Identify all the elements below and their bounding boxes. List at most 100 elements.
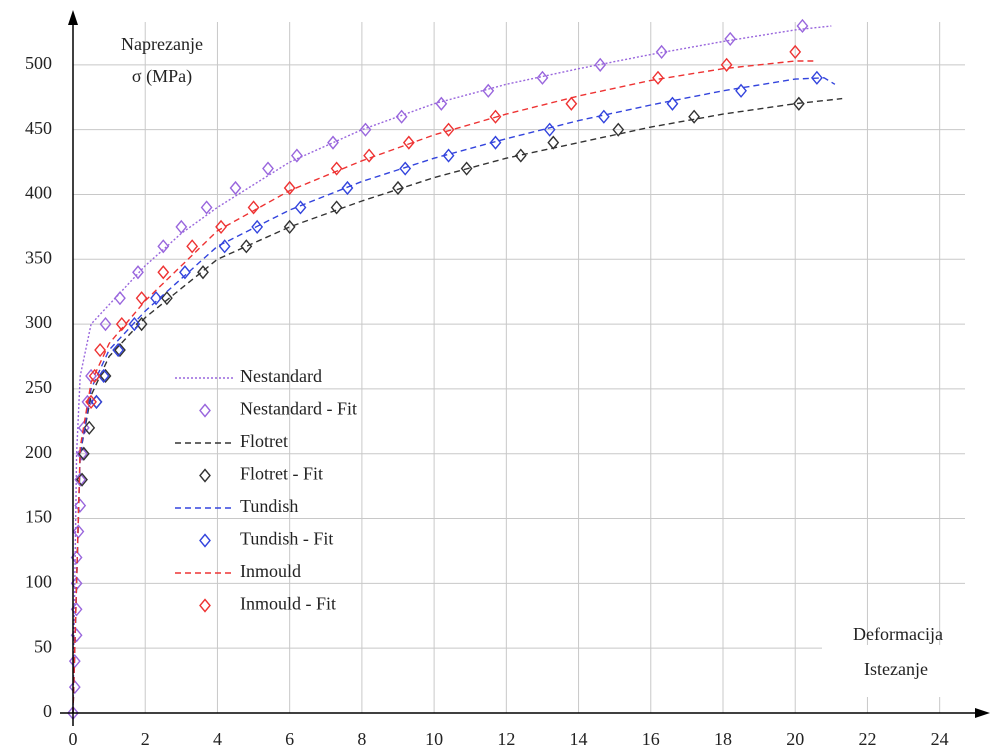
x-tick-label: 8 [357, 729, 366, 749]
marker [199, 598, 211, 613]
marker [199, 533, 211, 548]
x-tick-label: 20 [786, 729, 804, 749]
marker [175, 219, 188, 234]
marker [74, 498, 87, 513]
y-axis-label: Naprezanje [121, 34, 203, 54]
marker [666, 96, 679, 111]
marker [114, 291, 126, 306]
marker [442, 148, 455, 163]
marker [460, 161, 473, 176]
legend-label: Nestandard [240, 366, 322, 386]
marker [789, 44, 802, 59]
marker [132, 265, 144, 280]
y-axis-arrow [68, 10, 78, 25]
marker [565, 96, 578, 111]
legend-label: Flotret [240, 431, 288, 451]
marker [179, 265, 191, 280]
x-tick-label: 2 [141, 729, 150, 749]
line [72, 60, 814, 714]
x-axis-arrow [975, 708, 990, 718]
y-tick-label: 400 [25, 183, 52, 203]
marker [720, 57, 733, 72]
marker [796, 18, 809, 34]
x-axis-label-overlay: Istezanje [864, 659, 928, 679]
x-tick-label: 24 [931, 729, 949, 749]
marker [199, 468, 211, 483]
plot-area [67, 18, 843, 721]
marker [810, 70, 823, 85]
legend: Nestandard Nestandard - Fit Flotret Flotret… [175, 366, 357, 614]
marker [482, 83, 495, 98]
legend-label: Tundish [240, 496, 298, 516]
x-tick-label: 14 [570, 729, 588, 749]
marker [594, 57, 607, 72]
marker [186, 239, 199, 254]
marker [489, 135, 502, 150]
marker [435, 96, 448, 111]
marker [85, 394, 97, 409]
y-tick-label: 350 [25, 247, 52, 267]
x-label-box [822, 645, 972, 697]
legend-label: Inmould - Fit [240, 594, 336, 614]
marker [218, 239, 231, 254]
marker [114, 342, 126, 358]
marker [792, 96, 805, 111]
legend-label: Flotret - Fit [240, 464, 323, 484]
marker [330, 161, 343, 176]
marker [688, 109, 701, 124]
marker [83, 420, 96, 435]
marker [290, 148, 303, 163]
marker [442, 122, 455, 137]
marker [240, 239, 253, 254]
marker [197, 265, 209, 280]
y-tick-label: 450 [25, 118, 52, 138]
y-tick-label: 50 [34, 636, 52, 656]
axes [60, 10, 990, 726]
x-tick-label: 12 [497, 729, 515, 749]
marker [128, 317, 141, 332]
marker [341, 180, 354, 196]
x-axis-label: Deformacija [853, 624, 943, 644]
x-tick-label: 16 [642, 729, 660, 749]
marker [399, 161, 412, 176]
y-tick-label: 100 [25, 571, 52, 591]
x-tick-label: 4 [213, 729, 222, 749]
marker [327, 135, 339, 150]
x-tick-label: 10 [425, 729, 443, 749]
marker [489, 109, 502, 124]
marker [359, 122, 372, 137]
marker [135, 291, 148, 306]
y-axis-unit: σ (MPa) [132, 66, 192, 87]
marker [112, 342, 125, 358]
marker [90, 394, 103, 409]
x-tick-label: 18 [714, 729, 732, 749]
marker [395, 109, 408, 124]
marker [74, 472, 87, 487]
marker [735, 83, 747, 98]
legend-label: Inmould [240, 561, 301, 581]
y-tick-label: 200 [25, 442, 52, 462]
marker [115, 317, 128, 332]
legend-label: Tundish - Fit [240, 529, 333, 549]
marker [215, 219, 227, 234]
marker [251, 219, 264, 234]
y-tick-label: 150 [25, 507, 52, 527]
marker [88, 368, 101, 384]
marker [76, 446, 88, 461]
marker [283, 180, 296, 196]
marker [612, 122, 625, 137]
marker [247, 200, 260, 215]
marker [199, 403, 211, 418]
marker [160, 291, 173, 306]
x-tick-label: 0 [69, 729, 78, 749]
marker [536, 70, 549, 85]
marker [392, 180, 404, 196]
marker [99, 317, 112, 332]
marker [652, 70, 664, 85]
marker [150, 291, 162, 306]
x-tick-label: 22 [858, 729, 876, 749]
marker [724, 31, 737, 47]
marker [543, 122, 556, 137]
y-tick-label: 500 [25, 53, 52, 73]
